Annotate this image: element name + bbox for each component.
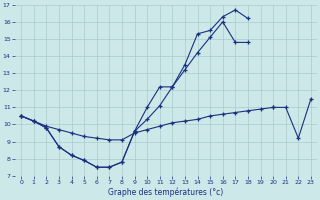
X-axis label: Graphe des températures (°c): Graphe des températures (°c) — [108, 188, 224, 197]
